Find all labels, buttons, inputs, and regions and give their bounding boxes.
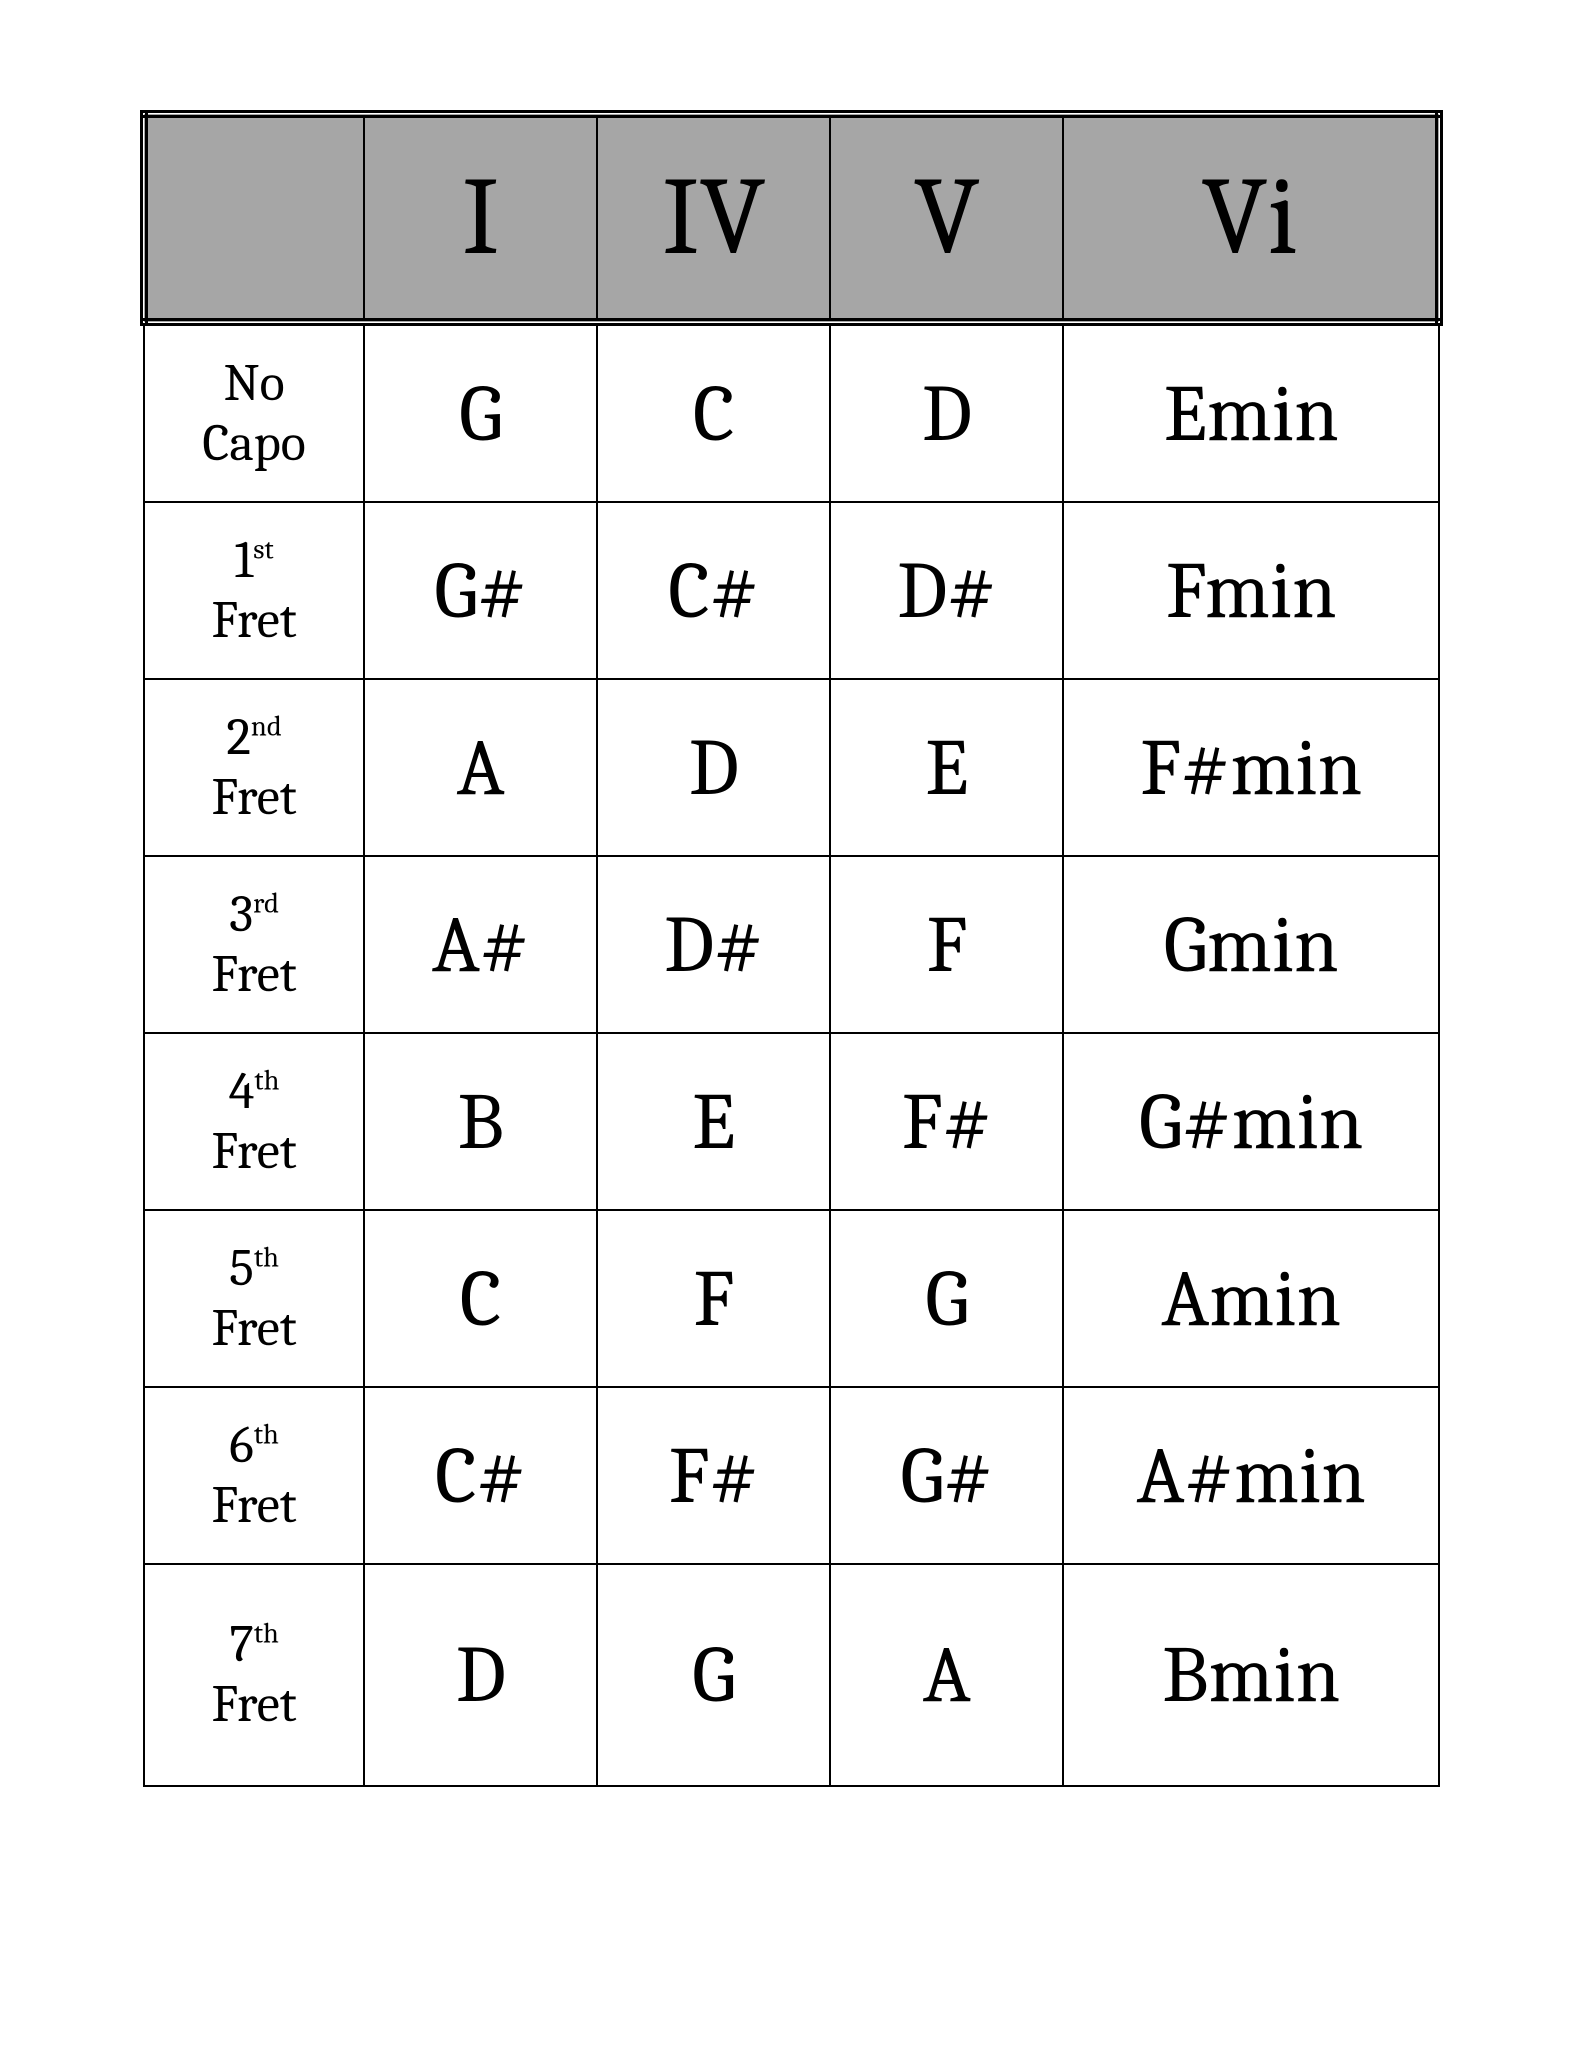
- table-cell: G: [597, 1564, 830, 1786]
- table-cell: C: [597, 322, 830, 502]
- table-cell: F: [597, 1210, 830, 1387]
- table-cell: G#min: [1063, 1033, 1439, 1210]
- row-label-ordinal: 7th: [145, 1615, 363, 1675]
- row-label-rest: Fret: [145, 591, 363, 651]
- table-header: I IV V Vi: [144, 114, 1439, 322]
- page: I IV V Vi NoCapoGCDEmin1stFretG#C#D#Fmin…: [0, 0, 1583, 1987]
- table-cell: Fmin: [1063, 502, 1439, 679]
- row-label-rest: Fret: [145, 1476, 363, 1536]
- row-label-ordinal: 1st: [145, 531, 363, 591]
- table-cell: D#: [597, 856, 830, 1033]
- table-header-row: I IV V Vi: [144, 114, 1439, 322]
- table-row: 7thFretDGABmin: [144, 1564, 1439, 1786]
- table-cell: Gmin: [1063, 856, 1439, 1033]
- row-label-ordinal-suffix: th: [254, 1618, 279, 1651]
- column-header-v: V: [830, 114, 1063, 322]
- row-label-ordinal: 5th: [145, 1239, 363, 1299]
- column-header-vi: Vi: [1063, 114, 1439, 322]
- table-row: 3rdFretA#D#FGmin: [144, 856, 1439, 1033]
- table-cell: A#min: [1063, 1387, 1439, 1564]
- table-cell: A: [830, 1564, 1063, 1786]
- row-label-ordinal-suffix: th: [254, 1418, 279, 1451]
- row-label: 3rdFret: [144, 856, 364, 1033]
- row-label: 2ndFret: [144, 679, 364, 856]
- table-cell: E: [597, 1033, 830, 1210]
- column-header-blank: [144, 114, 364, 322]
- table-cell: Emin: [1063, 322, 1439, 502]
- row-label-number: 1: [234, 530, 253, 590]
- row-label: 5thFret: [144, 1210, 364, 1387]
- table-row: 2ndFretADEF#min: [144, 679, 1439, 856]
- row-label-rest: Fret: [145, 1122, 363, 1182]
- row-label-line1: No: [145, 354, 363, 414]
- row-label: 6thFret: [144, 1387, 364, 1564]
- row-label-ordinal-suffix: rd: [253, 887, 279, 920]
- table-body: NoCapoGCDEmin1stFretG#C#D#Fmin2ndFretADE…: [144, 322, 1439, 1786]
- row-label-line2: Capo: [145, 414, 363, 474]
- row-label-ordinal-suffix: st: [253, 533, 274, 566]
- table-cell: D: [830, 322, 1063, 502]
- row-label-ordinal: 4th: [145, 1062, 363, 1122]
- column-header-iv: IV: [597, 114, 830, 322]
- table-row: 1stFretG#C#D#Fmin: [144, 502, 1439, 679]
- row-label: 4thFret: [144, 1033, 364, 1210]
- row-label-number: 7: [229, 1614, 253, 1674]
- table-row: NoCapoGCDEmin: [144, 322, 1439, 502]
- table-cell: Bmin: [1063, 1564, 1439, 1786]
- table-cell: E: [830, 679, 1063, 856]
- table-cell: G: [364, 322, 597, 502]
- row-label-number: 2: [226, 707, 251, 767]
- table-row: 4thFretBEF#G#min: [144, 1033, 1439, 1210]
- row-label-ordinal-suffix: th: [254, 1241, 279, 1274]
- row-label-ordinal: 2nd: [145, 708, 363, 768]
- table-row: 5thFretCFGAmin: [144, 1210, 1439, 1387]
- table-cell: A: [364, 679, 597, 856]
- row-label: 7thFret: [144, 1564, 364, 1786]
- table-cell: B: [364, 1033, 597, 1210]
- row-label-ordinal: 6th: [145, 1416, 363, 1476]
- row-label-rest: Fret: [145, 768, 363, 828]
- row-label-number: 6: [229, 1415, 253, 1475]
- table-cell: F#min: [1063, 679, 1439, 856]
- row-label-ordinal-suffix: th: [254, 1064, 279, 1097]
- table-cell: D: [597, 679, 830, 856]
- table-cell: C#: [597, 502, 830, 679]
- row-label-number: 5: [229, 1238, 254, 1298]
- row-label: NoCapo: [144, 322, 364, 502]
- row-label-rest: Fret: [145, 945, 363, 1005]
- table-cell: D: [364, 1564, 597, 1786]
- table-row: 6thFretC#F#G#A#min: [144, 1387, 1439, 1564]
- table-cell: G: [830, 1210, 1063, 1387]
- row-label-number: 3: [229, 884, 253, 944]
- row-label-ordinal: 3rd: [145, 885, 363, 945]
- table-cell: F: [830, 856, 1063, 1033]
- table-cell: G#: [830, 1387, 1063, 1564]
- table-cell: F#: [597, 1387, 830, 1564]
- row-label-rest: Fret: [145, 1675, 363, 1735]
- table-cell: G#: [364, 502, 597, 679]
- column-header-i: I: [364, 114, 597, 322]
- row-label-ordinal-suffix: nd: [251, 710, 282, 743]
- row-label-number: 4: [229, 1061, 255, 1121]
- table-cell: C#: [364, 1387, 597, 1564]
- table-cell: D#: [830, 502, 1063, 679]
- capo-chord-table: I IV V Vi NoCapoGCDEmin1stFretG#C#D#Fmin…: [140, 110, 1443, 1787]
- table-cell: F#: [830, 1033, 1063, 1210]
- row-label: 1stFret: [144, 502, 364, 679]
- table-cell: A#: [364, 856, 597, 1033]
- row-label-rest: Fret: [145, 1299, 363, 1359]
- table-cell: C: [364, 1210, 597, 1387]
- table-cell: Amin: [1063, 1210, 1439, 1387]
